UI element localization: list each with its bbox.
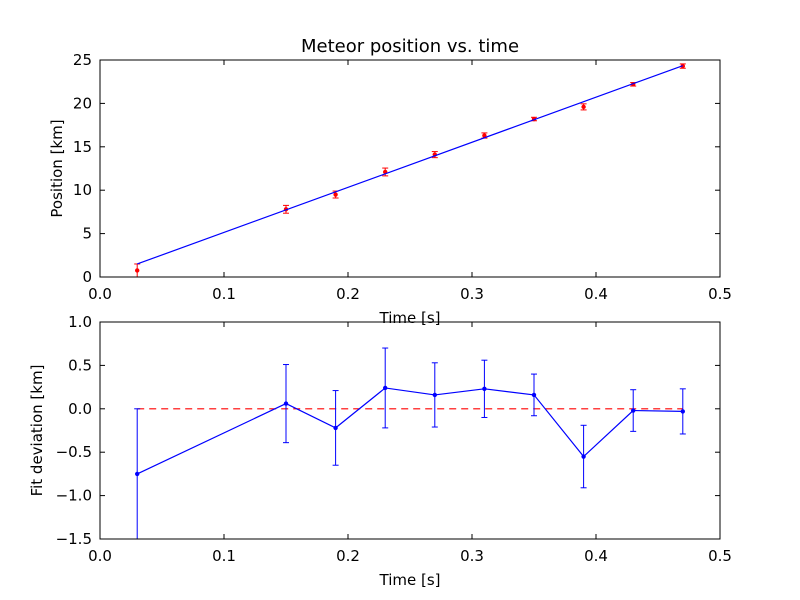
y-tick-label: 1.0 [68,313,92,331]
y-axis-label: Fit deviation [km] [28,365,46,497]
data-marker [482,386,487,392]
data-point [531,373,537,417]
data-point [382,347,389,429]
x-tick-label: 0.3 [460,285,484,303]
data-point [630,389,637,432]
y-tick-label: 0 [82,268,92,286]
x-axis-label: Time [s] [379,309,441,327]
deviation-line [136,387,683,475]
axes-frame [99,321,721,540]
y-tick-label: −1.5 [56,530,92,548]
x-tick-label: 0.4 [584,547,608,565]
data-marker [432,392,437,398]
x-tick-label: 0.5 [708,547,732,565]
y-tick-label: 25 [73,51,92,69]
data-point [283,364,289,444]
x-tick-label: 0.5 [708,285,732,303]
x-tick-label: 0.0 [88,547,112,565]
y-tick-label: 0.5 [68,356,92,374]
position-chart: Meteor position vs. time Time [s] Positi… [48,36,732,327]
tick-labels: 0.0 0.1 0.2 0.3 0.4 0.5 0 5 10 15 20 25 [73,51,732,303]
data-point [679,388,686,435]
fit-deviation-chart: Time [s] Fit deviation [km] 0.0 0.1 0.2 0.3… [28,313,732,589]
y-tick-label: 15 [73,138,92,156]
plot-area [134,63,686,278]
y-axis-label: Position [km] [48,119,66,217]
y-tick-label: 5 [82,225,92,243]
y-tick-label: 20 [73,94,92,112]
data-marker [135,471,140,477]
data-marker [581,454,586,459]
data-point [431,362,438,428]
x-axis-label: Time [s] [379,571,441,589]
x-tick-label: 0.2 [336,285,360,303]
data-marker [631,408,636,413]
y-tick-label: −1.0 [56,487,92,505]
x-tick-label: 0.1 [212,285,236,303]
y-tick-label: 10 [73,181,92,199]
x-tick-label: 0.3 [460,547,484,565]
x-tick-label: 0.0 [88,285,112,303]
data-point [481,359,488,418]
fit-line [136,65,684,265]
data-point [580,103,587,111]
y-tick-label: 0.0 [68,400,92,418]
data-marker [333,192,338,197]
data-marker [680,409,685,414]
axes-frame [99,59,721,278]
y-tick-label: −0.5 [56,443,92,461]
data-marker [383,385,388,391]
x-tick-label: 0.1 [212,547,236,565]
chart-title: Meteor position vs. time [301,36,519,57]
plot-area [134,347,686,540]
x-tick-label: 0.4 [584,285,608,303]
data-marker [333,425,338,431]
data-marker [531,392,537,398]
data-marker [581,104,586,110]
data-point [332,390,339,466]
tick-labels: 0.0 0.1 0.2 0.3 0.4 0.5 −1.5 −1.0 −0.5 0.0 0.5 1.0 [56,313,732,565]
data-marker [482,133,487,138]
data-marker [283,401,289,406]
x-tick-label: 0.2 [336,547,360,565]
data-marker [135,268,140,273]
data-point [580,424,587,489]
